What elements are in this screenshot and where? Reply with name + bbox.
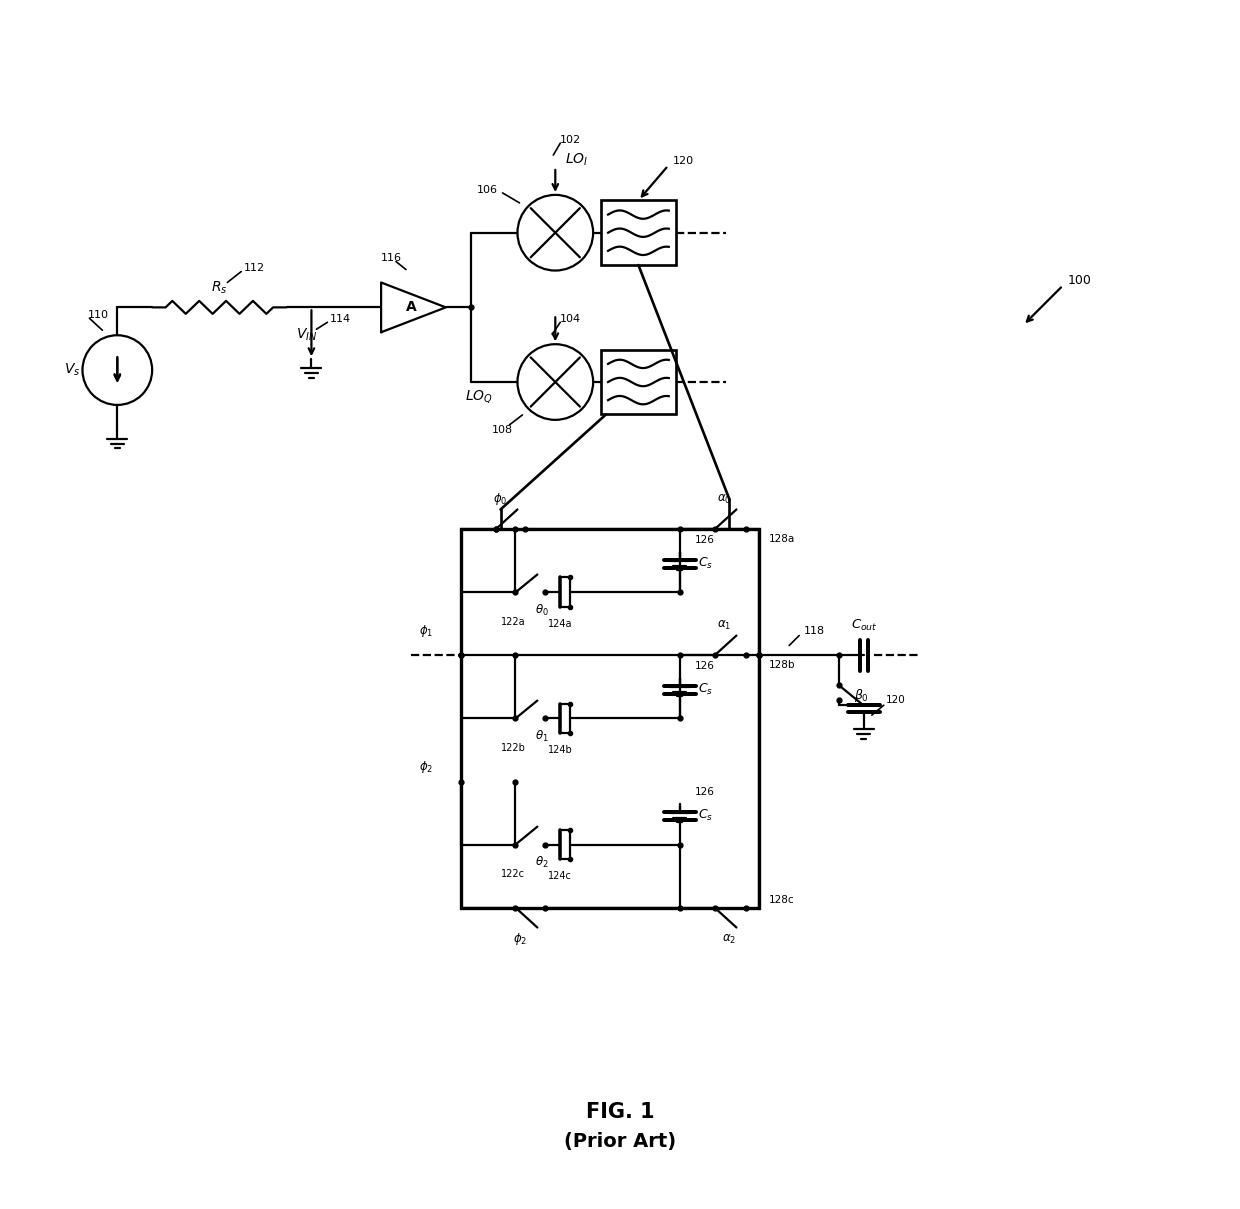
- Text: 128a: 128a: [769, 534, 796, 544]
- Text: $LO_Q$: $LO_Q$: [465, 388, 492, 405]
- Text: 102: 102: [560, 135, 582, 145]
- Bar: [601, 201, 676, 265]
- Text: 124c: 124c: [548, 872, 572, 881]
- Text: $V_s$: $V_s$: [64, 361, 81, 378]
- Text: $C_{out}$: $C_{out}$: [851, 618, 877, 634]
- Text: A: A: [405, 300, 417, 314]
- Bar: [601, 349, 676, 415]
- Text: 114: 114: [330, 314, 351, 324]
- Bar: [461, 530, 759, 908]
- Text: FIG. 1: FIG. 1: [585, 1101, 655, 1122]
- Text: $\alpha_1$: $\alpha_1$: [718, 619, 732, 632]
- Text: 118: 118: [805, 625, 826, 636]
- Text: 120: 120: [673, 156, 694, 166]
- Text: 124b: 124b: [548, 745, 573, 756]
- Text: $\phi_2$: $\phi_2$: [513, 931, 527, 948]
- Text: 100: 100: [1068, 274, 1091, 287]
- Text: (Prior Art): (Prior Art): [564, 1132, 676, 1151]
- Text: 126: 126: [694, 534, 714, 544]
- Text: $\beta_0$: $\beta_0$: [854, 687, 869, 704]
- Text: $\theta_0$: $\theta_0$: [536, 603, 549, 618]
- Text: $R_s$: $R_s$: [211, 279, 228, 296]
- Text: $\alpha_2$: $\alpha_2$: [723, 933, 737, 945]
- Text: 106: 106: [476, 185, 497, 195]
- Text: $LO_I$: $LO_I$: [565, 152, 589, 168]
- Text: $\theta_1$: $\theta_1$: [536, 729, 549, 744]
- Text: 128c: 128c: [769, 895, 795, 904]
- Text: $\phi_2$: $\phi_2$: [419, 758, 433, 775]
- Text: $\phi_0$: $\phi_0$: [494, 492, 507, 508]
- Text: 122a: 122a: [501, 618, 526, 627]
- Text: 128b: 128b: [769, 660, 796, 670]
- Text: 120: 120: [885, 695, 905, 705]
- Text: 104: 104: [560, 314, 582, 324]
- Text: $V_{IN}$: $V_{IN}$: [296, 328, 317, 343]
- Text: $C_s$: $C_s$: [698, 682, 713, 698]
- Text: 124a: 124a: [548, 619, 573, 629]
- Text: $\alpha_0$: $\alpha_0$: [717, 493, 732, 507]
- Text: 116: 116: [381, 253, 402, 262]
- Text: $C_s$: $C_s$: [698, 808, 713, 823]
- Text: 110: 110: [88, 311, 108, 320]
- Text: 108: 108: [492, 424, 513, 435]
- Text: 112: 112: [244, 262, 265, 272]
- Text: $C_s$: $C_s$: [698, 556, 713, 571]
- Text: 122b: 122b: [501, 744, 526, 753]
- Text: 122c: 122c: [501, 869, 525, 879]
- Text: $\theta_2$: $\theta_2$: [536, 855, 549, 870]
- Text: 126: 126: [694, 660, 714, 671]
- Text: 126: 126: [694, 787, 714, 797]
- Text: $\phi_1$: $\phi_1$: [419, 623, 433, 638]
